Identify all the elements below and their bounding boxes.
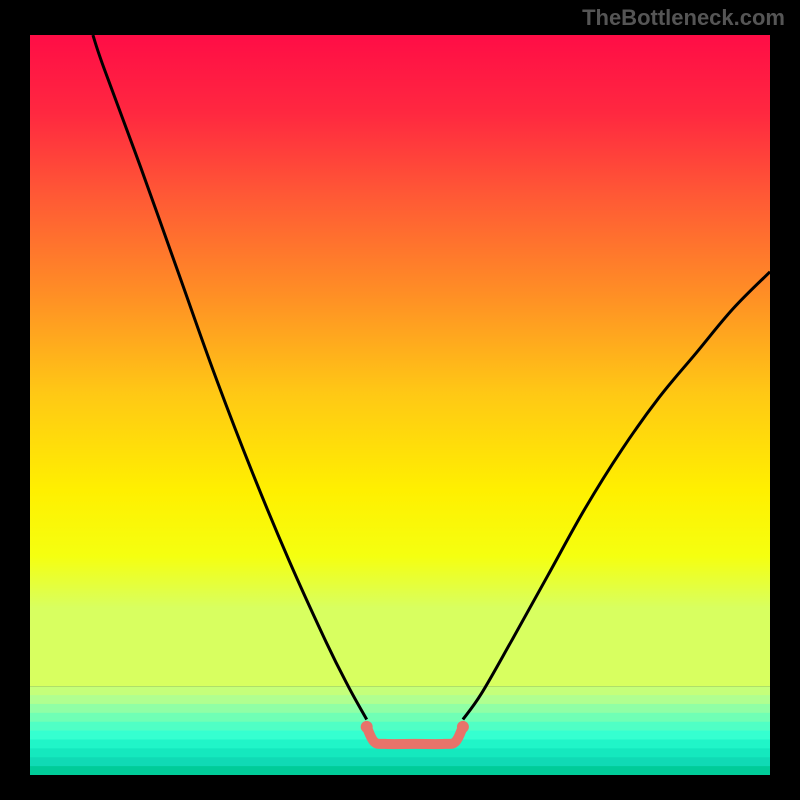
watermark-text: TheBottleneck.com [582,5,785,31]
bottom-segment-endpoint [457,721,469,733]
bottleneck-chart [30,35,770,775]
chart-svg [30,35,770,775]
bottom-segment-endpoint [361,721,373,733]
